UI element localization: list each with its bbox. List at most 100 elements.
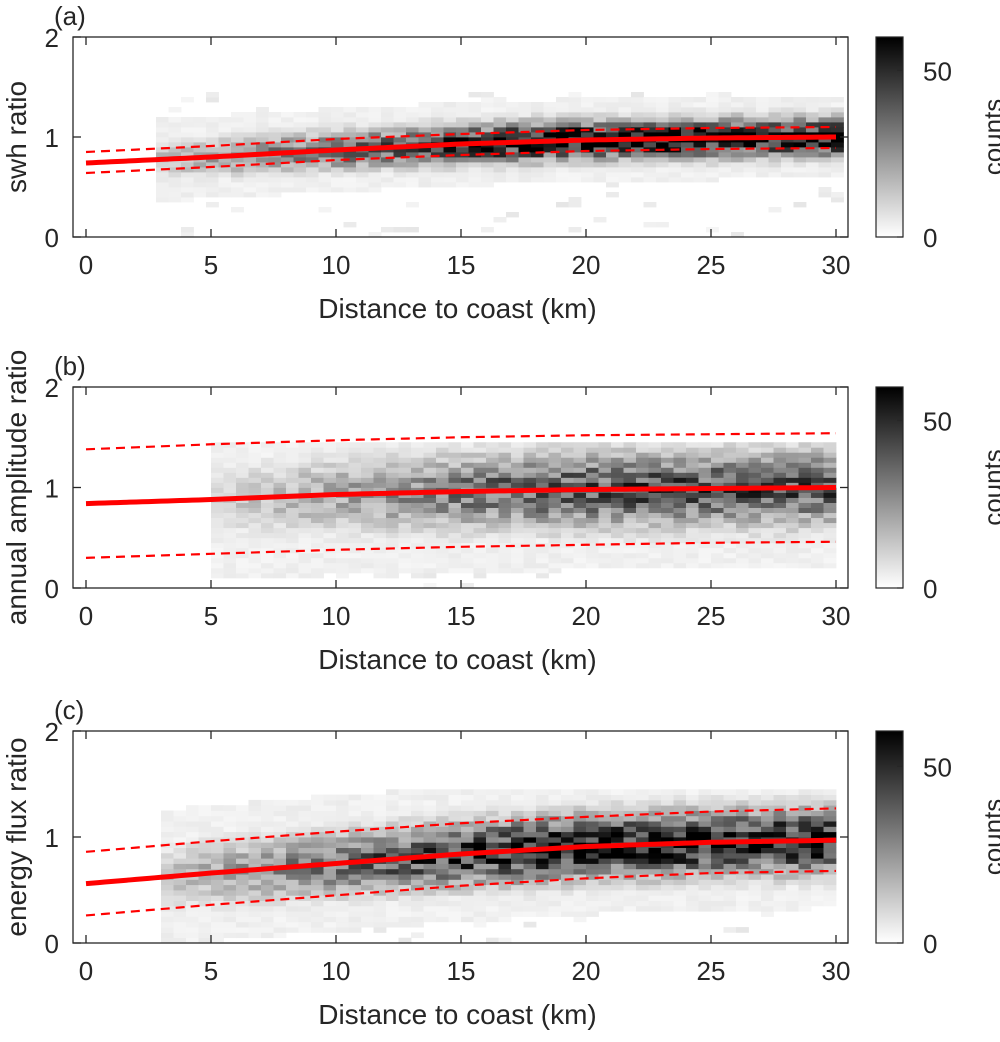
density-cell: [648, 452, 662, 458]
density-cell: [536, 567, 549, 574]
density-cell: [743, 167, 757, 173]
density-cell: [811, 557, 824, 564]
density-cell: [636, 462, 649, 468]
density-cell: [636, 482, 649, 488]
density-cell: [218, 117, 232, 123]
density-cell: [198, 815, 212, 822]
density-cell: [261, 831, 274, 838]
density-cell: [623, 477, 637, 483]
density-cell: [411, 900, 424, 907]
density-cell: [323, 890, 337, 896]
density-cell: [268, 127, 282, 133]
density-cell: [473, 858, 487, 864]
density-cell: [536, 789, 549, 795]
density-cell: [561, 477, 574, 483]
density-cell: [748, 847, 762, 854]
density-cell: [223, 447, 237, 453]
density-cell: [373, 567, 387, 574]
density-cell: [573, 805, 587, 811]
density-cell: [806, 137, 819, 143]
density-cell: [348, 810, 362, 817]
density-cell: [811, 532, 824, 539]
density-cell: [236, 810, 249, 817]
density-cell: [573, 868, 587, 875]
density-cell: [248, 895, 262, 901]
density-cell: [668, 107, 682, 113]
density-cell: [548, 472, 562, 478]
density-cell: [506, 132, 519, 138]
density-cell: [661, 799, 674, 806]
density-cell: [781, 97, 794, 103]
density-cell: [748, 789, 762, 795]
density-cell: [298, 567, 312, 574]
density-cell: [736, 900, 749, 907]
density-cell: [493, 132, 507, 138]
density-cell: [586, 852, 599, 859]
density-cell: [206, 97, 219, 103]
density-cell: [368, 162, 382, 168]
density-cell: [761, 502, 774, 508]
density-cell: [311, 442, 324, 448]
density-cell: [668, 177, 682, 183]
density-cell: [436, 472, 449, 478]
density-cell: [818, 147, 832, 153]
density-cell: [211, 932, 224, 939]
density-cell: [648, 527, 662, 534]
density-cell: [761, 537, 774, 544]
density-cell: [798, 497, 812, 503]
density-cell: [511, 874, 524, 880]
density-cell: [761, 527, 774, 534]
density-cell: [511, 789, 524, 795]
density-cell: [261, 805, 274, 811]
density-cell: [773, 842, 787, 848]
density-cell: [506, 112, 519, 118]
density-cell: [661, 542, 674, 549]
density-cell: [618, 167, 632, 173]
density-cell: [806, 152, 819, 158]
density-cell: [381, 142, 394, 148]
density-cell: [798, 905, 812, 912]
density-cell: [706, 167, 719, 173]
density-cell: [218, 172, 232, 178]
density-cell: [536, 537, 549, 544]
density-cell: [361, 487, 374, 493]
density-cell: [543, 172, 557, 178]
density-cell: [768, 112, 782, 118]
density-cell: [536, 863, 549, 870]
density-cell: [323, 868, 337, 875]
density-cell: [498, 522, 512, 529]
density-cell: [373, 512, 387, 519]
density-cell: [461, 868, 474, 875]
density-cell: [568, 167, 582, 173]
density-cell: [473, 482, 487, 488]
density-cell: [323, 452, 337, 458]
density-cell: [318, 157, 332, 163]
density-cell: [548, 852, 562, 859]
density-cell: [398, 497, 412, 503]
density-cell: [706, 162, 719, 168]
density-cell: [168, 182, 182, 188]
density-cell: [498, 457, 512, 463]
density-cell: [336, 799, 349, 806]
density-cell: [411, 810, 424, 817]
density-cell: [823, 863, 837, 870]
density-cell: [373, 497, 387, 503]
density-cell: [311, 447, 324, 453]
density-cell: [468, 122, 482, 128]
density-cell: [818, 107, 832, 113]
density-cell: [406, 162, 419, 168]
density-cell: [498, 826, 512, 833]
density-cell: [318, 107, 332, 113]
density-cell: [411, 452, 424, 458]
density-cell: [211, 895, 224, 901]
density-cell: [706, 152, 719, 158]
density-cell: [611, 502, 624, 508]
x-tick-label: 0: [79, 956, 93, 986]
x-tick-label: 0: [79, 601, 93, 631]
density-cell: [623, 537, 637, 544]
density-cell: [398, 831, 412, 838]
density-cell: [348, 863, 362, 870]
density-cell: [773, 852, 787, 859]
density-cell: [656, 157, 669, 163]
colorbar-tick-label: 50: [923, 752, 952, 782]
